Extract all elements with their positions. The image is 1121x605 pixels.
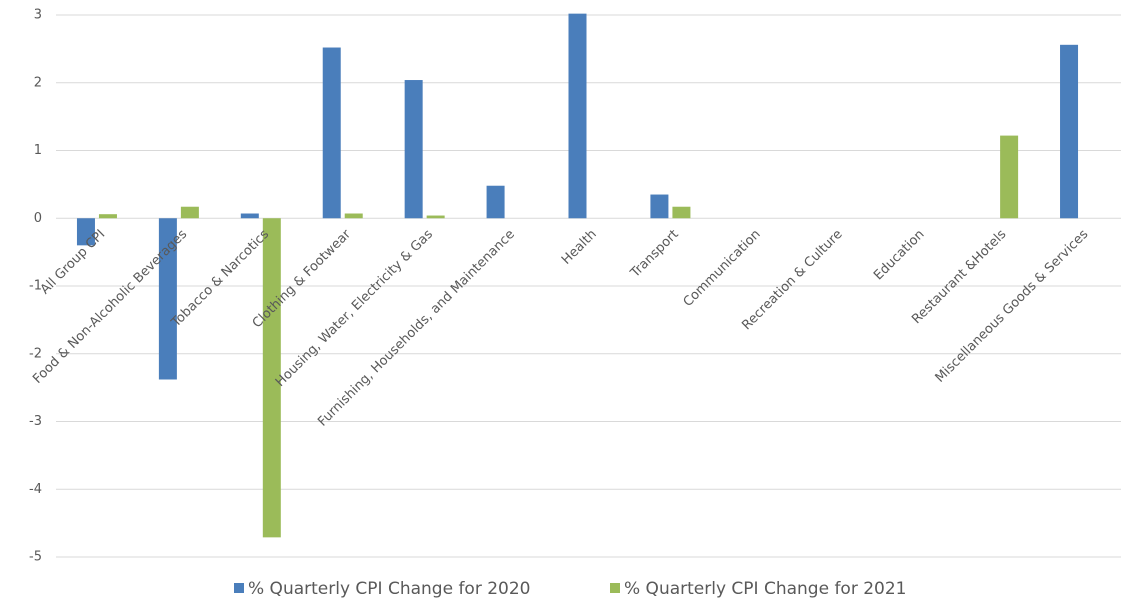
y-tick-label: 3 [34,8,42,23]
y-tick-label: -2 [29,346,42,361]
bar [1000,135,1019,219]
y-tick-label: -4 [29,482,42,497]
bar [262,218,281,538]
bar [404,80,423,219]
y-tick-label: 0 [34,211,42,226]
bar [158,218,177,380]
legend-label: % Quarterly CPI Change for 2020 [248,579,531,599]
y-tick-label: 1 [34,143,42,158]
bar [1060,44,1079,219]
x-tick-label: All Group CPI [38,227,109,298]
bar [322,47,341,219]
x-tick-label: Transport [627,227,681,281]
y-tick-label: -1 [29,279,42,294]
legend-swatch [234,583,244,593]
x-tick-label: Health [559,227,600,268]
bar [180,206,199,219]
bar [98,214,117,219]
bar [240,213,259,219]
bar [344,213,363,219]
x-tick-label: Education [871,227,927,283]
y-tick-label: -5 [29,550,42,565]
x-tick-label: Furnishing, Households, and Maintenance [315,227,518,430]
y-tick-label: -3 [29,414,42,429]
x-tick-label: Miscellaneous Goods & Services [933,227,1092,386]
bar [486,185,505,219]
bar [672,206,691,219]
x-tick-label: Housing, Water, Electricity & Gas [273,227,436,390]
y-tick-label: 2 [34,75,42,90]
bar [426,215,445,219]
x-tick-label: Communication [681,227,764,310]
bar [76,218,95,246]
legend-label: % Quarterly CPI Change for 2021 [624,579,907,599]
bar [568,13,587,219]
bar [650,194,669,219]
legend-swatch [610,583,620,593]
